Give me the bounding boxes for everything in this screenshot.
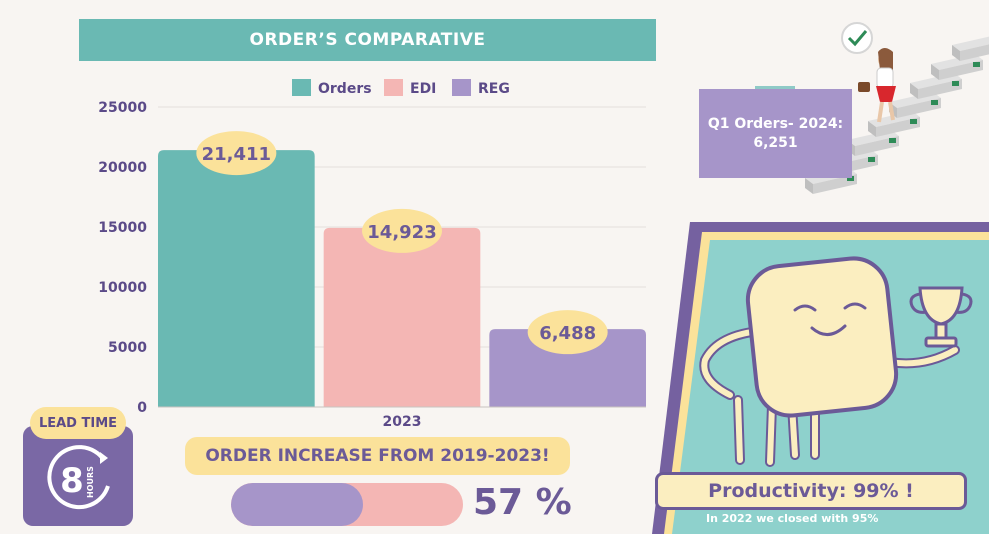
legend-label: EDI xyxy=(410,81,436,97)
order-increase-heading: ORDER INCREASE FROM 2019-2023! xyxy=(185,437,570,475)
data-label: 14,923 xyxy=(367,222,436,243)
clock-arrow-icon: 8 HOURS xyxy=(23,426,133,526)
stair-front xyxy=(897,98,941,118)
stair-marker xyxy=(868,157,875,162)
stair-side xyxy=(868,121,876,137)
lead-time-unit: HOURS xyxy=(86,466,95,498)
increase-progress-fill xyxy=(231,483,364,526)
chart-title: ORDER’S COMPARATIVE xyxy=(79,19,656,61)
y-axis-ticks: 0 5000 10000 15000 20000 25000 xyxy=(98,100,147,416)
y-tick-label: 15000 xyxy=(98,220,147,236)
data-label: 6,488 xyxy=(539,323,596,344)
stair-front xyxy=(876,117,920,137)
trophy-icon xyxy=(909,286,973,348)
data-label: 21,411 xyxy=(202,144,271,165)
stair-step xyxy=(952,36,989,51)
y-tick-label: 5000 xyxy=(108,340,147,356)
stair-front xyxy=(918,79,962,99)
stair-side xyxy=(931,64,939,80)
productivity-badge: Productivity: 99% ! xyxy=(655,472,967,510)
legend-label: Orders xyxy=(318,81,372,97)
data-label-bubble xyxy=(527,310,608,355)
legend: Orders EDI REG xyxy=(292,79,510,97)
stair-front xyxy=(855,136,899,156)
bar-edi xyxy=(323,227,481,407)
stairs-illustration xyxy=(805,36,989,194)
bar-orders xyxy=(158,150,315,407)
q1-orders-box: Q1 Orders- 2024: 6,251 xyxy=(699,89,852,178)
y-tick-label: 20000 xyxy=(98,160,147,176)
bar-reg xyxy=(489,329,646,407)
legend-swatch xyxy=(452,79,471,96)
increase-percent: 57 % xyxy=(473,482,572,523)
stair-marker xyxy=(847,176,854,181)
stair-marker xyxy=(973,62,980,67)
productivity-note: In 2022 we closed with 95% xyxy=(706,512,879,525)
x-axis-ticks: 2023 xyxy=(158,406,646,430)
mascot-character-illustration xyxy=(699,256,960,467)
legend-swatch xyxy=(384,79,403,96)
x-tick-label: 2023 xyxy=(383,414,422,430)
stair-front xyxy=(939,60,983,80)
lead-time-value: 8 xyxy=(60,461,84,501)
stair-marker xyxy=(952,81,959,86)
stair-side xyxy=(805,178,813,194)
q1-orders-value: 6,251 xyxy=(753,134,798,151)
increase-progress-bar xyxy=(231,483,463,526)
q1-orders-label: Q1 Orders- 2024: xyxy=(707,115,844,132)
lead-time-label: LEAD TIME xyxy=(30,407,126,439)
stair-side xyxy=(952,45,960,61)
stair-front xyxy=(960,44,989,61)
bars: 21,411 14,923 6,488 xyxy=(158,131,646,407)
y-tick-label: 10000 xyxy=(98,280,147,296)
stair-side xyxy=(910,83,918,99)
y-tick-label: 0 xyxy=(137,400,147,416)
legend-swatch xyxy=(292,79,311,96)
stair-marker xyxy=(889,138,896,143)
legend-label: REG xyxy=(478,81,510,97)
stair-front xyxy=(813,174,857,194)
checkmark-flag-icon xyxy=(841,22,873,54)
stair-marker xyxy=(931,100,938,105)
climbing-person-illustration xyxy=(858,48,896,123)
data-label-bubble xyxy=(196,131,277,176)
data-label-bubble xyxy=(362,208,442,253)
y-tick-label: 25000 xyxy=(98,100,147,116)
stair-marker xyxy=(910,119,917,124)
